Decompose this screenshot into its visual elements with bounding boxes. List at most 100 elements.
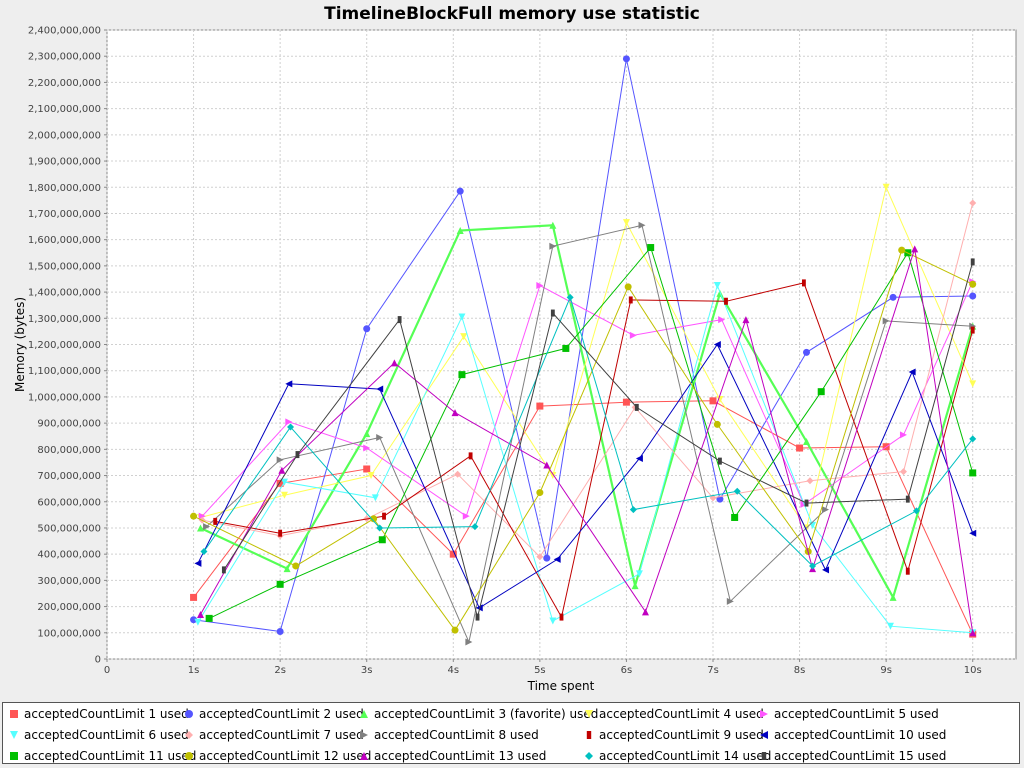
legend-marker-icon xyxy=(185,752,193,760)
legend-marker-icon xyxy=(360,731,368,739)
data-point xyxy=(622,55,630,63)
data-point xyxy=(969,292,977,300)
legend-label: acceptedCountLimit 3 (favorite) used xyxy=(374,707,599,721)
legend-item: acceptedCountLimit 13 used xyxy=(358,748,546,764)
data-point xyxy=(802,348,810,356)
data-point xyxy=(911,245,919,253)
data-point xyxy=(899,468,907,476)
legend-item: acceptedCountLimit 14 used xyxy=(583,748,771,764)
legend-label: acceptedCountLimit 7 used xyxy=(199,728,364,742)
data-point xyxy=(363,325,371,333)
data-point xyxy=(194,559,202,567)
data-point xyxy=(718,316,726,324)
x-tick-label: 0 xyxy=(104,665,110,676)
data-point xyxy=(709,397,717,405)
data-point xyxy=(549,617,557,625)
data-point xyxy=(726,597,734,605)
y-tick-label: 900,000,000 xyxy=(37,419,101,430)
data-point xyxy=(969,529,977,537)
series-line-5 xyxy=(201,281,974,517)
data-point xyxy=(898,246,906,254)
legend-item: acceptedCountLimit 9 used xyxy=(583,727,764,743)
data-point xyxy=(190,512,198,520)
data-point xyxy=(190,616,198,624)
series-line-11 xyxy=(208,246,974,619)
grid-lines xyxy=(106,29,1016,660)
data-point xyxy=(970,326,975,334)
x-tick-label: 3s xyxy=(361,665,373,676)
y-tick-label: 1,700,000,000 xyxy=(28,209,101,220)
data-point xyxy=(462,512,470,520)
data-point xyxy=(802,437,810,445)
y-tick-label: 600,000,000 xyxy=(37,497,101,508)
legend-item: acceptedCountLimit 6 used xyxy=(8,727,189,743)
data-point xyxy=(221,566,226,574)
legend-item: acceptedCountLimit 15 used xyxy=(758,748,946,764)
y-tick-label: 0 xyxy=(95,655,101,666)
data-point xyxy=(969,629,977,637)
data-point xyxy=(213,517,218,525)
y-axis-ticks: 0 100,000,000 200,000,000 300,000,000 400,00… xyxy=(28,26,107,666)
y-tick-label: 2,300,000,000 xyxy=(28,52,101,63)
x-tick-label: 10s xyxy=(964,665,982,676)
data-point xyxy=(822,566,830,574)
series-14 xyxy=(200,293,977,570)
data-point xyxy=(549,242,557,250)
data-point xyxy=(629,331,637,339)
data-point xyxy=(536,553,544,561)
data-point xyxy=(713,282,721,290)
data-point xyxy=(629,506,637,514)
legend-label: acceptedCountLimit 10 used xyxy=(774,728,947,742)
data-point xyxy=(205,614,213,622)
x-tick-label: 6s xyxy=(621,665,633,676)
legend-item: acceptedCountLimit 7 used xyxy=(183,727,364,743)
y-tick-label: 200,000,000 xyxy=(37,602,101,613)
data-point xyxy=(278,466,286,474)
legend-marker-icon xyxy=(185,710,193,718)
data-point xyxy=(451,409,459,417)
data-point xyxy=(806,477,814,485)
data-point xyxy=(194,618,202,626)
data-point xyxy=(882,317,890,325)
y-tick-label: 1,300,000,000 xyxy=(28,314,101,325)
data-point xyxy=(278,529,283,537)
chart-legend: acceptedCountLimit 1 used acceptedCountLi… xyxy=(2,702,1020,764)
legend-marker-icon xyxy=(585,710,593,718)
legend-item: acceptedCountLimit 1 used xyxy=(8,706,189,722)
y-tick-label: 800,000,000 xyxy=(37,445,101,456)
series-line-3 xyxy=(200,224,974,601)
data-point xyxy=(378,536,386,544)
legend-item: acceptedCountLimit 4 used xyxy=(583,706,764,722)
data-point xyxy=(376,385,384,393)
series-8 xyxy=(203,221,977,646)
legend-marker-icon xyxy=(760,731,768,739)
data-point xyxy=(724,297,728,305)
data-point xyxy=(641,608,649,616)
series-line-1 xyxy=(193,400,974,635)
data-point xyxy=(624,283,632,291)
series-line-13 xyxy=(200,248,974,633)
data-point xyxy=(376,434,384,442)
y-tick-label: 100,000,000 xyxy=(37,628,101,639)
data-point xyxy=(622,219,630,227)
y-tick-label: 1,800,000,000 xyxy=(28,183,101,194)
data-point xyxy=(912,507,920,515)
legend-item: acceptedCountLimit 5 used xyxy=(758,706,939,722)
data-point xyxy=(283,565,291,573)
data-point xyxy=(647,244,655,252)
data-point xyxy=(970,258,975,266)
data-point xyxy=(742,316,750,324)
data-point xyxy=(550,309,555,317)
legend-marker-icon xyxy=(760,710,768,718)
legend-label: acceptedCountLimit 6 used xyxy=(24,728,189,742)
x-tick-label: 4s xyxy=(447,665,459,676)
series-line-8 xyxy=(206,224,973,644)
data-point xyxy=(553,555,561,563)
y-tick-label: 1,900,000,000 xyxy=(28,157,101,168)
legend-marker-icon xyxy=(10,710,18,718)
data-point xyxy=(451,626,459,634)
data-point xyxy=(882,183,890,191)
series-line-15 xyxy=(223,261,974,618)
legend-label: acceptedCountLimit 5 used xyxy=(774,707,939,721)
legend-label: acceptedCountLimit 1 used xyxy=(24,707,189,721)
